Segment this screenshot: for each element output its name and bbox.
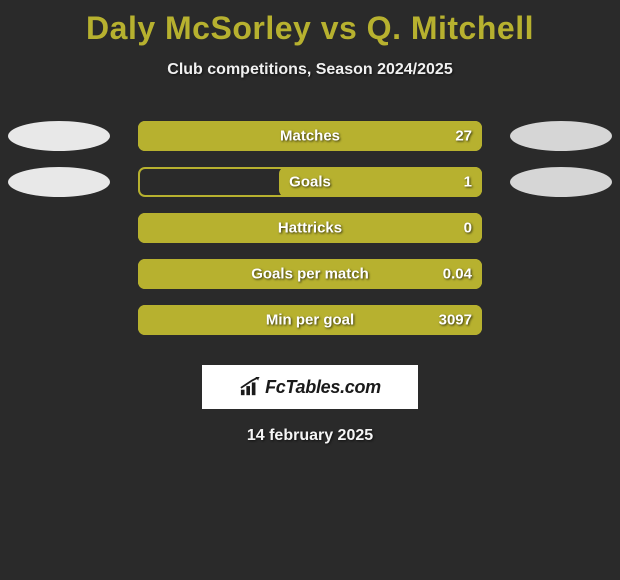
stat-label: Matches [280,128,340,145]
subtitle: Club competitions, Season 2024/2025 [0,61,620,79]
player2-oval [510,121,612,151]
logo-text: FcTables.com [265,377,381,398]
bar-track: Min per goal 3097 [138,305,482,335]
stat-value: 3097 [439,312,472,329]
bar-track: Hattricks 0 [138,213,482,243]
stat-value: 1 [464,174,472,191]
player2-oval [510,167,612,197]
bar-track: Matches 27 [138,121,482,151]
stat-value: 0 [464,220,472,237]
stat-value: 27 [455,128,472,145]
stat-label: Goals per match [251,266,369,283]
stat-row: Hattricks 0 [0,205,620,251]
bar-track: Goals 1 [138,167,482,197]
stat-row: Matches 27 [0,113,620,159]
player1-oval [8,167,110,197]
stat-label: Goals [289,174,331,191]
bar-track: Goals per match 0.04 [138,259,482,289]
vs-text: vs [321,10,358,46]
stat-row: Goals per match 0.04 [0,251,620,297]
player1-oval [8,121,110,151]
stat-row: Goals 1 [0,159,620,205]
player2-name: Q. Mitchell [367,10,534,46]
date-text: 14 february 2025 [0,427,620,445]
stat-label: Min per goal [266,312,354,329]
stat-value: 0.04 [443,266,472,283]
player1-name: Daly McSorley [86,10,311,46]
stat-label: Hattricks [278,220,342,237]
logo-box: FcTables.com [202,365,418,409]
page-title: Daly McSorley vs Q. Mitchell [0,0,620,47]
stats-container: Matches 27 Goals 1 Hattricks 0 Goals per match… [0,113,620,343]
stat-row: Min per goal 3097 [0,297,620,343]
bar-chart-icon [239,377,261,397]
